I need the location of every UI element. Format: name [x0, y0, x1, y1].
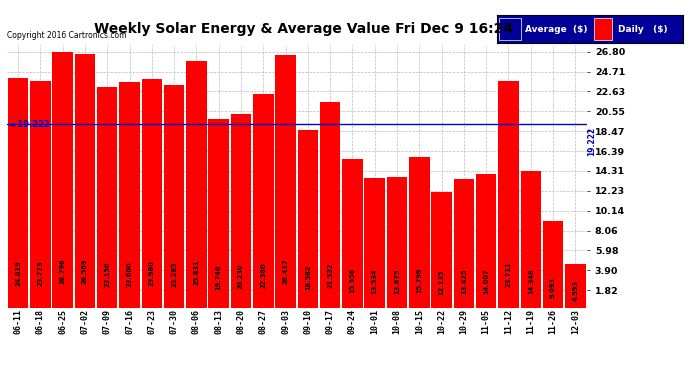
Bar	[431, 192, 452, 308]
Bar	[364, 178, 385, 308]
Text: 23.285: 23.285	[171, 261, 177, 287]
Bar	[97, 87, 117, 308]
Bar	[453, 179, 474, 308]
Text: 23.773: 23.773	[37, 261, 43, 286]
Bar	[164, 85, 184, 308]
Bar	[186, 61, 206, 308]
Text: 25.831: 25.831	[193, 260, 199, 285]
Bar	[498, 81, 519, 308]
Bar	[387, 177, 407, 308]
Text: ◄ 19.222: ◄ 19.222	[8, 120, 50, 129]
Text: 15.556: 15.556	[349, 267, 355, 293]
Text: 19.746: 19.746	[216, 264, 221, 290]
Bar	[30, 81, 50, 308]
Bar	[230, 114, 251, 308]
Bar	[409, 157, 430, 308]
Bar	[543, 221, 563, 308]
Bar	[141, 79, 162, 308]
Text: Copyright 2016 Cartronics.com: Copyright 2016 Cartronics.com	[7, 31, 126, 40]
Bar	[499, 18, 521, 40]
Bar	[119, 82, 140, 308]
Text: 13.425: 13.425	[461, 269, 467, 294]
Text: 24.019: 24.019	[15, 261, 21, 286]
Text: 22.380: 22.380	[260, 262, 266, 288]
Text: 23.600: 23.600	[126, 261, 132, 286]
Text: 19.222: 19.222	[588, 127, 597, 156]
Text: 9.093: 9.093	[550, 277, 556, 298]
Text: 13.534: 13.534	[372, 269, 377, 294]
Text: 14.348: 14.348	[528, 268, 534, 294]
Bar	[275, 56, 296, 308]
Text: Average  ($): Average ($)	[525, 25, 587, 34]
Text: 23.711: 23.711	[506, 261, 511, 286]
Text: 23.980: 23.980	[149, 261, 155, 286]
Text: 12.135: 12.135	[439, 270, 444, 296]
Bar	[52, 52, 73, 308]
Bar	[593, 18, 612, 40]
Text: 14.007: 14.007	[483, 268, 489, 294]
Text: 4.593: 4.593	[572, 280, 578, 301]
Text: 15.799: 15.799	[416, 267, 422, 292]
Bar	[476, 174, 496, 308]
Text: 26.417: 26.417	[282, 259, 288, 285]
Text: 26.796: 26.796	[59, 258, 66, 284]
Text: Weekly Solar Energy & Average Value Fri Dec 9 16:24: Weekly Solar Energy & Average Value Fri …	[94, 22, 513, 36]
Text: 23.150: 23.150	[104, 261, 110, 287]
Bar	[565, 264, 586, 308]
Text: 26.569: 26.569	[82, 259, 88, 284]
Text: 20.230: 20.230	[238, 264, 244, 289]
Text: 18.582: 18.582	[305, 265, 311, 291]
Text: 21.532: 21.532	[327, 263, 333, 288]
Bar	[320, 102, 340, 308]
Text: 13.675: 13.675	[394, 269, 400, 294]
Bar	[297, 130, 318, 308]
Bar	[208, 119, 229, 308]
Text: Daily   ($): Daily ($)	[618, 25, 667, 34]
Bar	[520, 171, 541, 308]
Bar	[8, 78, 28, 308]
Bar	[342, 159, 363, 308]
Bar	[75, 54, 95, 307]
Bar	[253, 94, 273, 308]
